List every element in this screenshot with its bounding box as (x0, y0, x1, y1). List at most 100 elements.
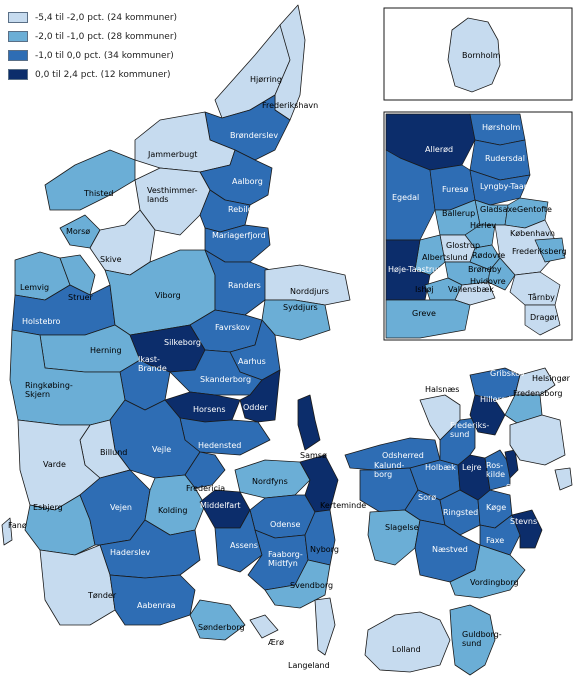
label-lejre: Lejre (462, 463, 482, 472)
label-inset-lyngby: Lyngby-Taarbæk (480, 182, 545, 191)
label-naestved: Næstved (432, 545, 468, 554)
label-jammerbugt: Jammerbugt (147, 150, 197, 159)
label-inset-egedal: Egedal (392, 193, 419, 202)
label-helsingor: Helsingør (532, 374, 571, 383)
region-fano[interactable] (1, 517, 13, 546)
label-vesthimmerlands: Vesthimmer-lands (147, 186, 198, 204)
label-haderslev: Haderslev (110, 548, 151, 557)
region-zealand-east[interactable] (509, 414, 566, 466)
label-fano: Fanø (8, 521, 27, 530)
label-norddjurs: Norddjurs (290, 287, 329, 296)
label-halsnaes: Halsnæs (425, 385, 459, 394)
inset-hvidovre[interactable] (487, 257, 516, 291)
inset-greve[interactable] (385, 299, 471, 339)
legend-label: -5,4 til -2,0 pct. (24 kommuner) (35, 12, 178, 23)
label-esbjerg: Esbjerg (33, 503, 63, 512)
legend-label: -1,0 til 0,0 pct. (34 kommuner) (35, 50, 174, 61)
region-sonderborg[interactable] (189, 599, 246, 641)
label-lolland: Lolland (392, 645, 421, 654)
region-norddjurs[interactable] (264, 264, 351, 306)
label-aalborg: Aalborg (232, 177, 263, 186)
region-aero[interactable] (249, 614, 279, 639)
region-svendborg[interactable] (264, 559, 331, 609)
region-stevns[interactable] (511, 509, 543, 549)
label-guldborgsund: Guldborg-sund (462, 630, 502, 648)
legend-swatch (8, 69, 28, 80)
label-inset-ballerup: Ballerup (442, 209, 475, 218)
label-hillerod: Hillerød (480, 395, 511, 404)
label-vejen: Vejen (110, 503, 132, 512)
label-inset-greve: Greve (412, 309, 436, 318)
inset-dragor[interactable] (524, 304, 561, 336)
label-soro: Sorø (418, 493, 436, 502)
region-nordfyns[interactable] (234, 459, 311, 499)
label-inset-herlev: Herlev (470, 221, 496, 230)
region-struer[interactable] (59, 254, 96, 296)
region-aabenraa[interactable] (109, 574, 196, 626)
label-nordfyns: Nordfyns (252, 477, 288, 486)
legend-item: -1,0 til 0,0 pct. (34 kommuner) (8, 46, 177, 65)
region-halsnaes[interactable] (419, 394, 461, 441)
label-ringkobing: Ringkøbing-Skjern (25, 381, 73, 399)
region-slagelse[interactable] (367, 509, 421, 566)
label-hjorring: Hjørring (250, 75, 282, 84)
region-hillerod[interactable] (469, 394, 506, 436)
label-lemvig: Lemvig (20, 283, 49, 292)
label-inset-hoje: Høje-Taastrup (388, 265, 442, 274)
label-favrskov: Favrskov (215, 323, 250, 332)
label-kerteminde: Kerteminde (320, 501, 366, 510)
region-lolland[interactable] (364, 611, 451, 673)
label-frederikssund: Frederiks-sund (450, 421, 489, 439)
label-fredensborg: Fredensborg (513, 389, 563, 398)
label-aero: Ærø (268, 638, 284, 647)
label-skive: Skive (100, 255, 122, 264)
label-billund: Billund (100, 448, 127, 457)
region-langeland[interactable] (314, 597, 336, 656)
legend-label: 0,0 til 2,4 pct. (12 kommuner) (35, 69, 171, 80)
label-inset-gentofte: Gentofte (517, 205, 552, 214)
label-odense: Odense (270, 520, 301, 529)
region-solrod[interactable] (504, 449, 519, 479)
region-amager[interactable] (554, 467, 573, 491)
region-frederikssund[interactable] (439, 417, 476, 466)
region-tonder[interactable] (39, 544, 116, 626)
label-holstebro: Holstebro (22, 317, 61, 326)
label-inset-dragor: Dragør (530, 313, 558, 322)
region-helsingor[interactable] (514, 367, 556, 396)
label-herning: Herning (90, 346, 122, 355)
label-bronderslev: Brønderslev (230, 131, 278, 140)
label-kalundborg: Kalund-borg (374, 461, 404, 479)
label-faaborg: Faaborg-Midtfyn (268, 550, 303, 568)
legend-label: -2,0 til -1,0 pct. (28 kommuner) (35, 31, 178, 42)
label-inset-brondby: Brøndby (468, 265, 502, 274)
label-mors: Morsø (66, 227, 90, 236)
label-inset-frederiksberg: Frederiksberg (512, 247, 567, 256)
region-vordingborg[interactable] (449, 544, 526, 599)
label-thisted: Thisted (83, 189, 113, 198)
legend: -5,4 til -2,0 pct. (24 kommuner) -2,0 ti… (8, 8, 177, 84)
label-aabenraa: Aabenraa (137, 601, 176, 610)
label-bornholm: Bornholm (462, 51, 501, 60)
inset-frederiksberg[interactable] (534, 237, 566, 263)
legend-item: -2,0 til -1,0 pct. (28 kommuner) (8, 27, 177, 46)
label-inset-horsholm: Hørsholm (482, 123, 521, 132)
label-solrod: Solrød (506, 483, 531, 492)
region-guldborgsund[interactable] (449, 604, 496, 676)
label-koge: Køge (486, 503, 506, 512)
label-stevns: Stevns (510, 517, 537, 526)
label-slagelse: Slagelse (385, 523, 419, 532)
label-viborg: Viborg (155, 291, 181, 300)
label-gribskov: Gribskov (490, 369, 525, 378)
region-odder[interactable] (239, 369, 281, 423)
legend-swatch (8, 31, 28, 42)
label-nyborg: Nyborg (310, 545, 339, 554)
region-thisted[interactable] (44, 149, 136, 211)
region-bornholm[interactable] (447, 17, 501, 93)
label-inset-ishoj: Ishøj (415, 285, 434, 294)
label-kolding: Kolding (158, 506, 187, 515)
label-horsens: Horsens (193, 405, 226, 414)
label-middelfart: Middelfart (200, 501, 241, 510)
label-inset-gladsaxe: Gladsaxe (480, 205, 517, 214)
region-samso[interactable] (297, 394, 321, 451)
